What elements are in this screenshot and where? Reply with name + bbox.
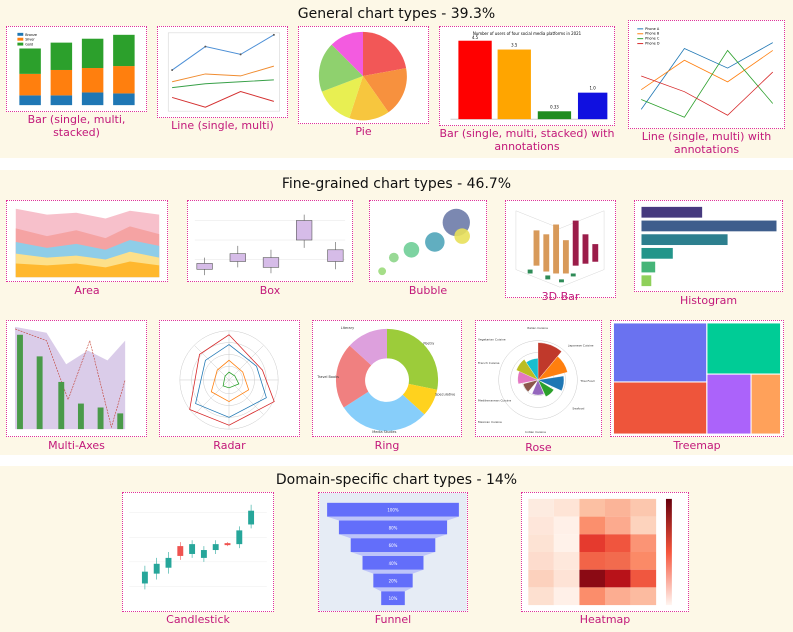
svg-text:Poetry: Poetry [423, 342, 434, 346]
box-caption: Box [259, 284, 281, 297]
svg-text:Speculative: Speculative [435, 393, 455, 397]
bar3d-caption: 3D Bar [541, 290, 580, 303]
svg-text:Silver: Silver [25, 38, 35, 42]
svg-text:French Cuisine: French Cuisine [478, 361, 500, 365]
svg-text:Seafood: Seafood [572, 406, 584, 410]
ring-chart-thumbnail: Literary Poetry Speculative Media Studie… [312, 320, 462, 437]
candlestick-thumbnail [122, 492, 274, 612]
heatmap-caption: Heatmap [579, 613, 631, 626]
stacked-bars [19, 34, 135, 106]
line-annotated-thumbnail: Phone A Phone B Phone C Phone D [628, 20, 785, 129]
line-annotated-caption: Line (single, multi) with annotations [641, 130, 772, 156]
svg-text:Phone A: Phone A [645, 27, 660, 31]
line-annot-legend: Phone A Phone B Phone C Phone D [637, 27, 660, 46]
svg-text:0.33: 0.33 [550, 104, 559, 109]
line-caption: Line (single, multi) [171, 119, 274, 132]
funnel-chart-thumbnail: 100% 80% 60% 40% 20% 10% [318, 492, 468, 612]
svg-text:80%: 80% [389, 525, 398, 530]
histogram-thumbnail [634, 200, 783, 292]
area-caption: Area [74, 284, 100, 297]
svg-text:Bronze: Bronze [25, 33, 37, 37]
svg-text:60%: 60% [389, 543, 398, 548]
radar-chart-thumbnail [159, 320, 300, 437]
ring-caption: Ring [374, 439, 400, 452]
bubble-chart-thumbnail [369, 200, 487, 282]
svg-text:Media Studies: Media Studies [372, 430, 396, 434]
pie-caption: Pie [355, 125, 372, 138]
svg-text:40%: 40% [389, 561, 398, 566]
svg-text:1.0: 1.0 [590, 86, 597, 91]
radar-caption: Radar [213, 439, 246, 452]
treemap-thumbnail [610, 320, 784, 437]
heatmap-thumbnail [521, 492, 689, 612]
svg-text:Number of users of four social: Number of users of four social media pla… [473, 31, 582, 36]
bubble-caption: Bubble [408, 284, 448, 297]
svg-text:Phone D: Phone D [645, 42, 660, 46]
svg-text:Thai Food: Thai Food [579, 379, 594, 383]
svg-text:10%: 10% [389, 596, 398, 601]
multi-axes-thumbnail [6, 320, 147, 437]
svg-text:20%: 20% [389, 578, 398, 583]
box-chart-thumbnail [187, 200, 353, 282]
rose-caption: Rose [525, 441, 552, 454]
svg-text:Phone C: Phone C [645, 37, 660, 41]
bar-legend: Bronze Silver Gold [17, 33, 37, 47]
section-title-fine-grained: Fine-grained chart types - 46.7% [281, 176, 512, 192]
svg-text:Vegetarian Cuisine: Vegetarian Cuisine [478, 338, 506, 342]
svg-text:Japanese Cuisine: Japanese Cuisine [567, 344, 593, 348]
svg-text:Indian Cuisine: Indian Cuisine [525, 430, 546, 434]
multi-axes-caption: Multi-Axes [48, 439, 105, 452]
funnel-caption: Funnel [374, 613, 412, 626]
section-title-general: General chart types - 39.3% [297, 6, 496, 22]
svg-text:Gold: Gold [25, 43, 33, 47]
bar3d-chart-thumbnail [505, 200, 616, 298]
bar-annotated-thumbnail: Number of users of four social media pla… [439, 26, 615, 126]
svg-text:Literary: Literary [341, 326, 354, 330]
line-chart-thumbnail [157, 26, 288, 118]
svg-text:3.5: 3.5 [511, 43, 518, 48]
area-chart-thumbnail [6, 200, 168, 282]
rose-chart-thumbnail: Italian Cuisine Japanese Cuisine Thai Fo… [475, 320, 602, 437]
candlestick-caption: Candlestick [166, 613, 230, 626]
treemap-caption: Treemap [673, 439, 721, 452]
svg-text:Mexican Cuisine: Mexican Cuisine [478, 420, 502, 424]
bar-annotated-caption: Bar (single, multi, stacked) with annota… [439, 127, 615, 153]
svg-text:Italian Cuisine: Italian Cuisine [527, 326, 548, 330]
heatmap-colorbar [665, 498, 672, 606]
svg-text:Mediterranean Cuisine: Mediterranean Cuisine [478, 399, 511, 403]
svg-text:4.5: 4.5 [472, 35, 479, 40]
section-title-domain: Domain-specific chart types - 14% [275, 472, 518, 488]
histogram-caption: Histogram [679, 294, 738, 307]
svg-text:100%: 100% [387, 508, 398, 513]
svg-text:Phone B: Phone B [645, 32, 660, 36]
bar-chart-thumbnail: Bronze Silver Gold [6, 26, 147, 112]
svg-text:Travel Books: Travel Books [316, 375, 339, 379]
bar-caption: Bar (single, multi, stacked) [27, 113, 126, 139]
pie-chart-thumbnail [298, 26, 429, 124]
